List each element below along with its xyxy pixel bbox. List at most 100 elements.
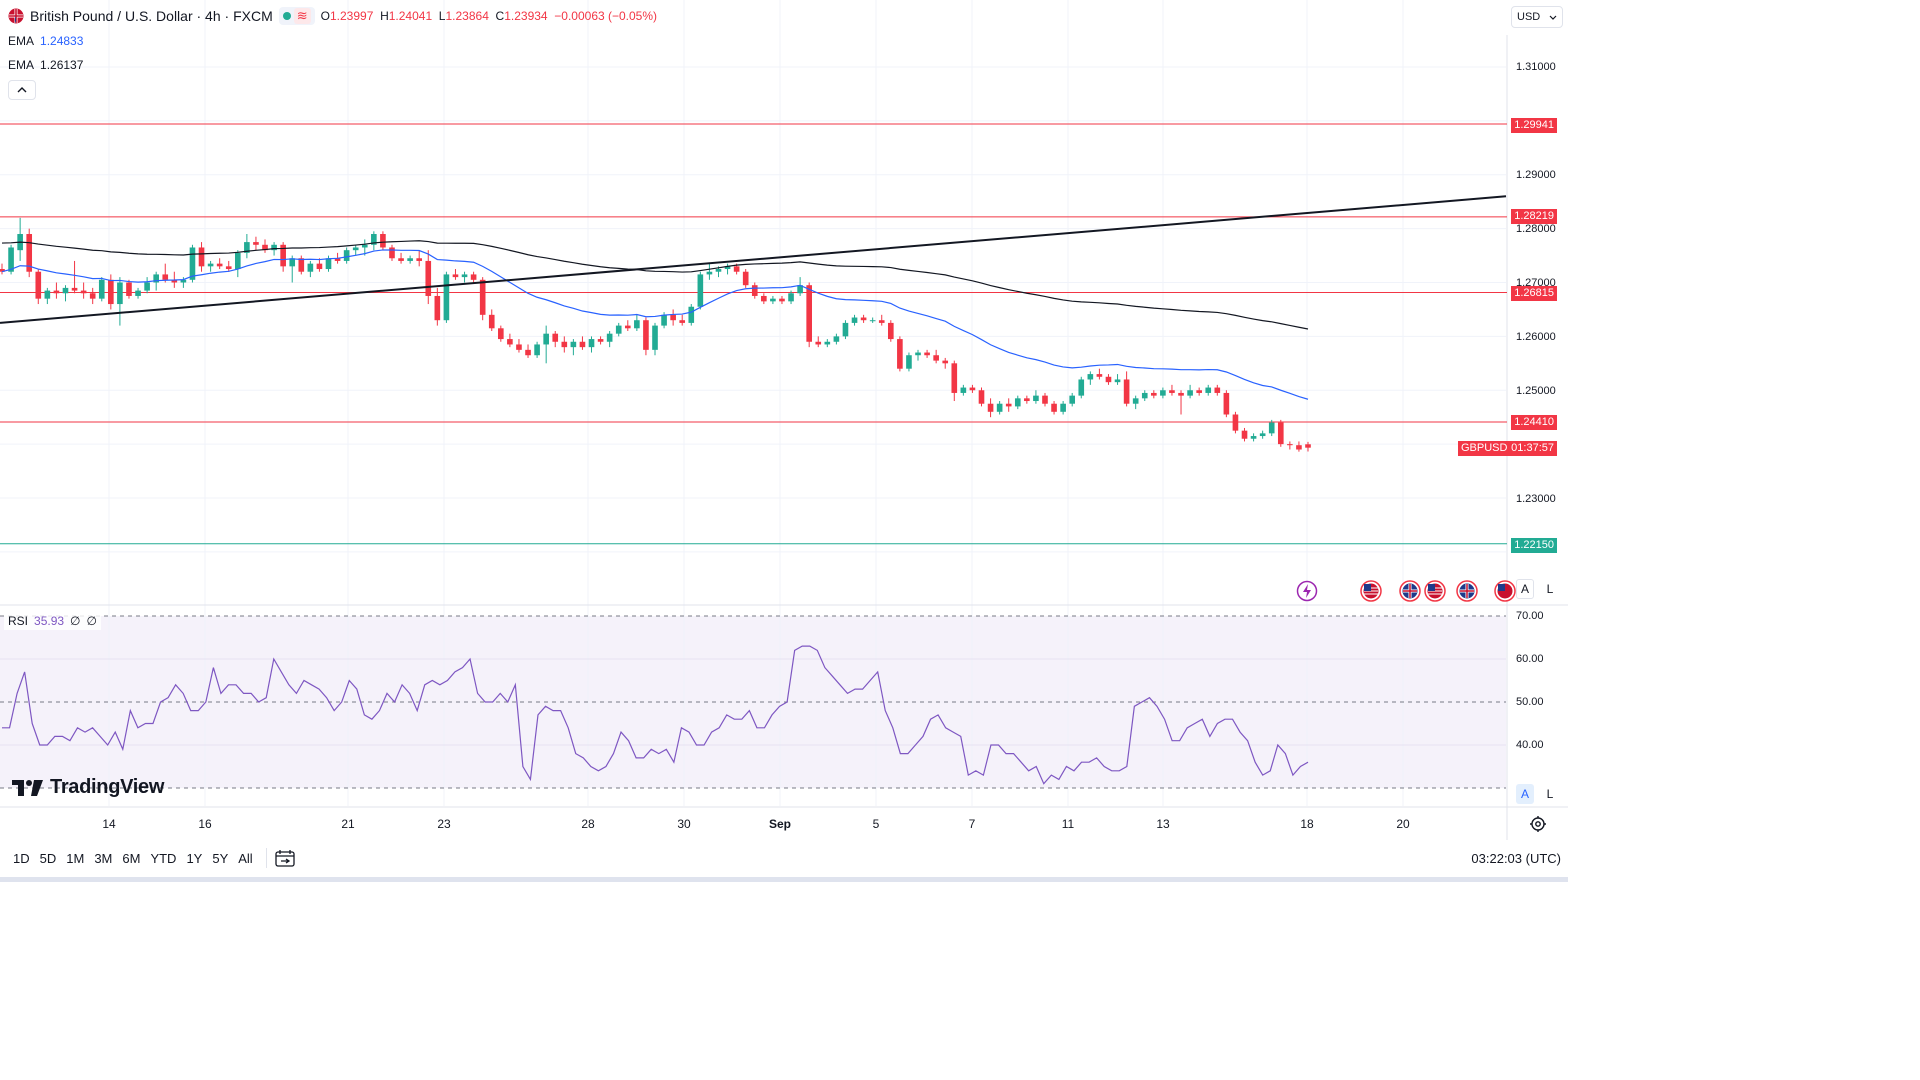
candle-body xyxy=(44,290,51,299)
currency-select[interactable]: USD xyxy=(1511,6,1563,28)
range-5d-button[interactable]: 5D xyxy=(39,850,57,866)
candle-body xyxy=(833,336,840,342)
us-flag-event-icon[interactable] xyxy=(1360,580,1382,602)
candle-body xyxy=(1160,390,1166,396)
us-flag-event-icon[interactable] xyxy=(1424,580,1446,602)
level-tag[interactable]: 1.28219 xyxy=(1511,209,1557,224)
rsi-extra-1: ∅ xyxy=(70,614,81,628)
rsi-legend[interactable]: RSI 35.93 ∅ ∅ xyxy=(4,612,101,630)
ema-slow-line xyxy=(1,240,1309,330)
level-tag[interactable]: 1.24410 xyxy=(1511,415,1557,430)
candle-body xyxy=(1178,392,1184,396)
candle-body xyxy=(770,298,776,302)
candle-body xyxy=(1305,444,1311,448)
rsi-log-scale-button[interactable]: L xyxy=(1546,787,1554,801)
lightning-icon[interactable] xyxy=(1296,580,1318,602)
level-tag[interactable]: 1.26815 xyxy=(1511,286,1557,301)
candle-body xyxy=(108,279,114,305)
gear-icon[interactable] xyxy=(1529,815,1547,833)
candle-body xyxy=(1187,390,1193,396)
rsi-tick: 50.00 xyxy=(1516,696,1544,708)
candle-body xyxy=(525,349,531,356)
range-5y-button[interactable]: 5Y xyxy=(212,850,229,866)
legend-collapse-button[interactable] xyxy=(8,80,36,100)
rsi-tick: 40.00 xyxy=(1516,739,1544,751)
candle-body xyxy=(26,234,33,272)
level-tag[interactable]: 1.22150 xyxy=(1511,538,1557,553)
ema-fast-line xyxy=(1,249,1309,400)
candle-body xyxy=(126,282,132,296)
candle-body xyxy=(144,282,150,291)
candle-body xyxy=(117,282,123,305)
symbol-title[interactable]: British Pound / U.S. Dollar · 4h · FXCM xyxy=(30,8,273,24)
ema-fast-legend[interactable]: EMA 1.24833 xyxy=(8,34,83,48)
time-tick: 23 xyxy=(437,817,451,831)
range-1m-button[interactable]: 1M xyxy=(66,850,85,866)
candle-body xyxy=(706,271,713,275)
time-tick: 20 xyxy=(1396,817,1410,831)
candle-body xyxy=(897,339,903,369)
rsi-auto-scale-button[interactable]: A xyxy=(1516,784,1534,804)
candle-body xyxy=(1105,376,1112,383)
chart-canvas[interactable] xyxy=(0,0,1568,840)
level-tag[interactable]: 1.29941 xyxy=(1511,118,1557,133)
candle-body xyxy=(1069,395,1076,404)
candle-body xyxy=(53,290,60,294)
candle-body xyxy=(1051,403,1057,412)
tradingview-logo[interactable]: TradingView xyxy=(12,776,164,799)
time-tick: 28 xyxy=(581,817,595,831)
candle-body xyxy=(1123,379,1130,404)
candle-body xyxy=(679,320,686,323)
candle-body xyxy=(724,266,731,270)
range-all-button[interactable]: All xyxy=(238,850,253,866)
candle-body xyxy=(1169,390,1175,393)
calendar-range-icon[interactable] xyxy=(275,849,295,867)
candle-body xyxy=(71,287,78,291)
range-ytd-button[interactable]: YTD xyxy=(150,850,177,866)
candle-body xyxy=(80,290,87,294)
us-flag-event-icon[interactable] xyxy=(1494,580,1516,602)
candle-body xyxy=(0,269,5,272)
time-tick: 11 xyxy=(1061,817,1075,831)
candle-body xyxy=(788,293,794,302)
range-6m-button[interactable]: 6M xyxy=(122,850,141,866)
log-scale-button[interactable]: L xyxy=(1546,582,1554,596)
candle-body xyxy=(316,263,323,270)
candle-body xyxy=(498,328,504,340)
candle-body xyxy=(942,360,949,364)
ema-slow-legend[interactable]: EMA 1.26137 xyxy=(8,58,83,72)
range-1y-button[interactable]: 1Y xyxy=(186,850,203,866)
candle-body xyxy=(1214,387,1221,393)
price-tick: 1.23000 xyxy=(1516,493,1556,505)
candle-body xyxy=(797,285,803,294)
range-1d-button[interactable]: 1D xyxy=(13,850,30,866)
candle-body xyxy=(380,234,386,248)
time-tick: Sep xyxy=(768,817,792,831)
candle-body xyxy=(271,244,277,251)
candle-body xyxy=(334,258,341,261)
uk-flag-event-icon[interactable] xyxy=(1399,580,1421,602)
uk-flag-event-icon[interactable] xyxy=(1456,580,1478,602)
candle-body xyxy=(806,285,812,342)
chevron-up-icon xyxy=(17,87,27,93)
candle-body xyxy=(325,258,332,270)
candle-body xyxy=(742,271,749,286)
candle-body xyxy=(1296,445,1302,450)
time-tick: 30 xyxy=(677,817,691,831)
utc-clock[interactable]: 03:22:03 (UTC) xyxy=(1471,850,1561,866)
candle-body xyxy=(552,333,559,342)
candle-body xyxy=(878,320,885,323)
candle-body xyxy=(1259,433,1266,437)
candle-body xyxy=(969,387,976,391)
auto-scale-button[interactable]: A xyxy=(1516,579,1534,599)
candle-body xyxy=(244,242,250,253)
candle-body xyxy=(343,250,350,261)
candle-body xyxy=(915,352,921,356)
open-label: O xyxy=(320,9,330,23)
status-pill[interactable]: ≋ xyxy=(278,7,315,25)
candle-body xyxy=(978,390,985,404)
range-3m-button[interactable]: 3M xyxy=(94,850,113,866)
candle-body xyxy=(842,322,849,337)
candle-body xyxy=(1277,422,1284,445)
candle-body xyxy=(1114,379,1121,383)
